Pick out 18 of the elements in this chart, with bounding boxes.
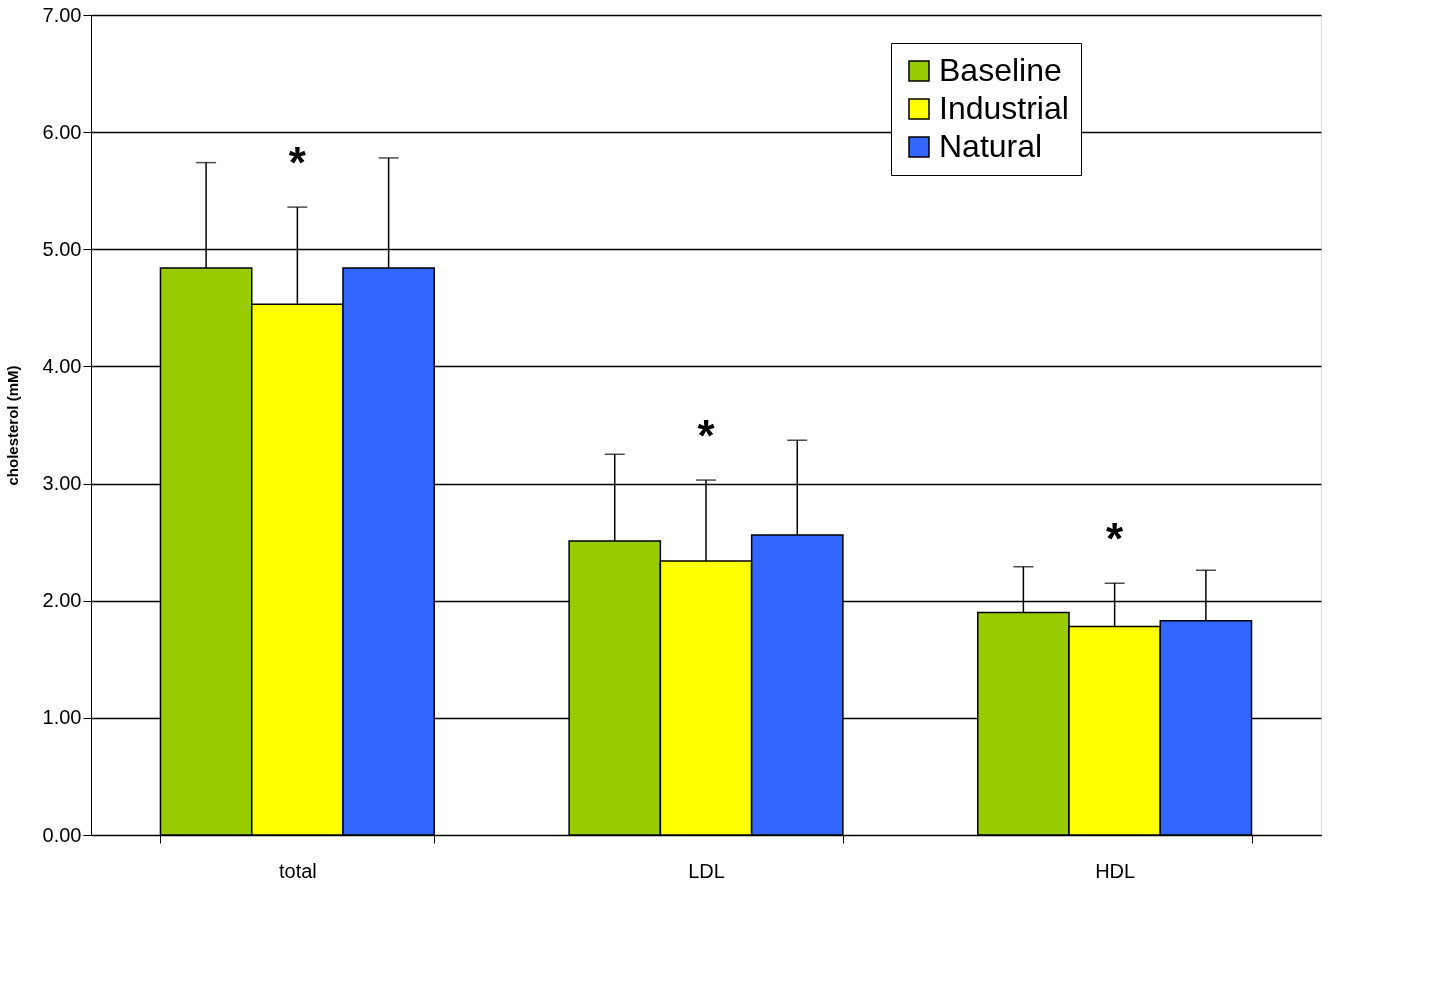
y-tick-label: 1.00 (42, 706, 82, 729)
annotation: * (288, 138, 307, 188)
y-tick-label: 6.00 (42, 120, 82, 143)
x-tick-label: total (278, 859, 317, 882)
y-tick-label: 0.00 (42, 823, 82, 846)
legend-label: Industrial (939, 90, 1069, 126)
y-tick-label: 5.00 (42, 237, 82, 260)
annotation: * (1106, 514, 1125, 564)
y-tick-label: 7.00 (42, 3, 82, 26)
y-tick-label: 3.00 (42, 472, 82, 495)
legend-label: Natural (939, 128, 1043, 164)
x-tick-label: LDL (688, 859, 725, 882)
x-tick-label: HDL (1095, 859, 1136, 882)
y-axis-title: cholesterol (mM) (3, 365, 21, 486)
annotation: * (697, 411, 716, 461)
y-tick-label: 4.00 (42, 354, 82, 377)
y-tick-label: 2.00 (42, 589, 82, 612)
legend-label: Baseline (939, 52, 1062, 88)
